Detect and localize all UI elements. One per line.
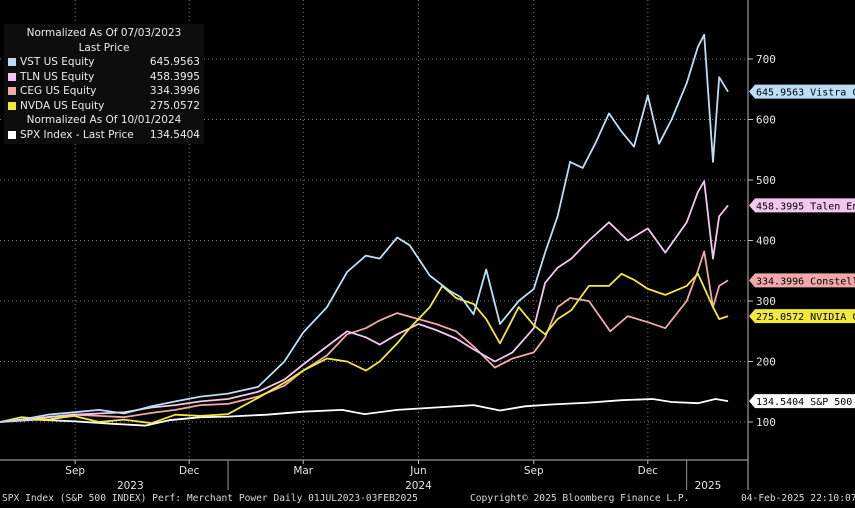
legend-header-normalized: Normalized As Of 07/03/2023 [26,27,182,39]
x-tick-label-0: Sep [65,465,85,477]
last-value-tag-text-1: 458.3995 Talen Ene [756,201,855,212]
legend-swatch-vst [8,58,16,67]
legend-item-spx[interactable]: SPX Index - Last Price 134.5404 [8,128,200,143]
y-tick-label-100: 100 [756,416,776,429]
x-year-label-2023: 2023 [117,480,144,492]
legend-value-spx: 134.5404 [149,128,200,141]
y-tick-label-400: 400 [756,235,776,248]
last-value-tag-text-0: 645.9563 Vistra Co [756,88,855,99]
last-value-tag-text-2: 334.3996 Constella [756,276,855,287]
x-tick-label-1: Dec [179,465,200,477]
legend-item-tln[interactable]: TLN US Equity 458.3995 [8,70,200,85]
last-value-tag-bg-4 [749,394,855,409]
legend-label-nvda: NVDA US Equity [20,99,105,112]
legend-item-vst[interactable]: VST US Equity 645.9563 [8,55,200,70]
last-value-tag-bg-0 [749,84,855,99]
series-lines [0,33,729,427]
series-line-0 [0,33,729,423]
footer-copyright: Copyright© 2025 Bloomberg Finance L.P. [470,493,690,504]
x-year-label-2024: 2024 [405,480,432,492]
x-tick-label-3: Jun [409,465,426,477]
legend-item-nvda[interactable]: NVDA US Equity 275.0572 [8,99,200,114]
legend-label-tln: TLN US Equity [20,70,95,83]
legend-value-tln: 458.3995 [149,70,200,83]
series-line-1 [0,180,729,423]
legend-label-vst: VST US Equity [20,56,95,68]
y-tick-label-500: 500 [756,174,776,187]
last-value-tag-4: 134.5404 S&P 500 I [749,394,855,409]
x-axis-ticks: Sep Dec Mar Jun Sep Dec 2023 2024 2025 [65,460,721,492]
last-value-tag-bg-3 [749,309,855,324]
last-value-tag-2: 334.3996 Constella [749,273,855,288]
legend-swatch-nvda [8,101,16,110]
legend-label-spx: SPX Index - Last Price [20,128,134,141]
legend-header-normalized-2: Normalized As Of 10/01/2024 [26,114,182,126]
legend-value-ceg: 334.3996 [149,85,200,97]
y-tick-label-300: 300 [756,295,776,308]
y-axis-ticks: 100 200 300 400 500 600 700 [748,53,776,429]
legend-value-vst: 645.9563 [149,56,200,68]
last-value-tag-text-3: 275.0572 NVIDIA Co [756,312,855,323]
last-value-tag-3: 275.0572 NVIDIA Co [749,309,855,324]
last-value-tag-bg-1 [749,198,855,213]
legend-header-last-price: Last Price [78,41,130,54]
footer-description: SPX Index (S&P 500 INDEX) Perf: Merchant… [2,493,418,504]
legend-swatch-spx [8,130,16,139]
legend-label-ceg: CEG US Equity [20,85,97,97]
y-tick-label-700: 700 [756,53,776,66]
last-value-tags: 645.9563 Vistra Co 458.3995 Talen Ene 334.… [749,84,855,409]
last-value-tag-bg-2 [749,273,855,288]
x-tick-label-2: Mar [293,465,313,477]
legend-item-ceg[interactable]: CEG US Equity 334.3996 [8,84,200,99]
footer-timestamp: 04-Feb-2025 22:10:07 [741,493,855,504]
series-line-4 [0,398,729,427]
last-value-tag-text-4: 134.5404 S&P 500 I [756,397,855,408]
legend-swatch-ceg [8,87,16,96]
y-tick-label-600: 600 [756,114,776,127]
legend-swatch-tln [8,72,16,81]
y-tick-label-200: 200 [756,356,776,369]
x-tick-label-4: Sep [524,465,544,477]
last-value-tag-1: 458.3995 Talen Ene [749,198,855,213]
series-line-2 [0,250,729,423]
legend: Normalized As Of 07/03/2023 Last Price V… [4,24,204,144]
last-value-tag-0: 645.9563 Vistra Co [749,84,855,99]
x-tick-label-5: Dec [638,465,659,477]
legend-value-nvda: 275.0572 [149,99,200,112]
x-year-label-2025: 2025 [695,480,722,492]
